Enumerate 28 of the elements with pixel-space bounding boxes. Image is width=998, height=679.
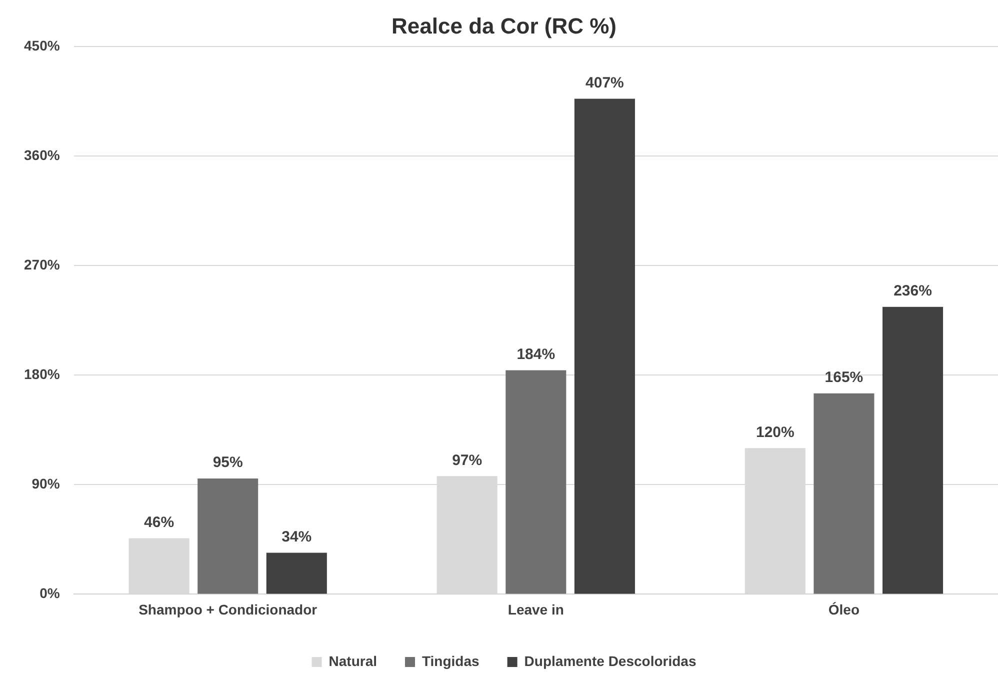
bar — [814, 393, 874, 594]
x-tick-label: Óleo — [828, 601, 860, 618]
bar — [266, 552, 327, 594]
bar — [574, 98, 635, 594]
legend-label: Tingidas — [422, 652, 480, 669]
bar — [882, 306, 944, 594]
data-label: 407% — [586, 74, 624, 92]
x-tick-label: Leave in — [508, 601, 564, 618]
data-label: 184% — [516, 346, 556, 363]
x-tick-label: Shampoo + Condicionador — [138, 601, 318, 618]
y-tick-label: 180% — [24, 366, 60, 382]
data-label: 120% — [756, 424, 794, 441]
data-label: 34% — [282, 528, 312, 546]
legend-label: Duplamente Descoloridas — [524, 652, 696, 669]
y-tick-label: 0% — [40, 585, 60, 602]
bar — [506, 370, 566, 594]
data-label: 46% — [144, 514, 174, 531]
data-label: 165% — [824, 368, 864, 386]
legend-label: Natural — [328, 652, 377, 669]
y-tick-label: 450% — [24, 37, 60, 54]
bar — [198, 478, 258, 594]
y-tick-label: 270% — [24, 256, 60, 272]
y-tick-label: 90% — [32, 476, 60, 492]
data-label: 236% — [894, 282, 932, 300]
chart-title: Realce da Cor (RC %) — [392, 13, 616, 38]
y-tick-label: 360% — [24, 146, 60, 163]
data-label: 95% — [212, 454, 243, 472]
data-label: 97% — [452, 452, 482, 469]
